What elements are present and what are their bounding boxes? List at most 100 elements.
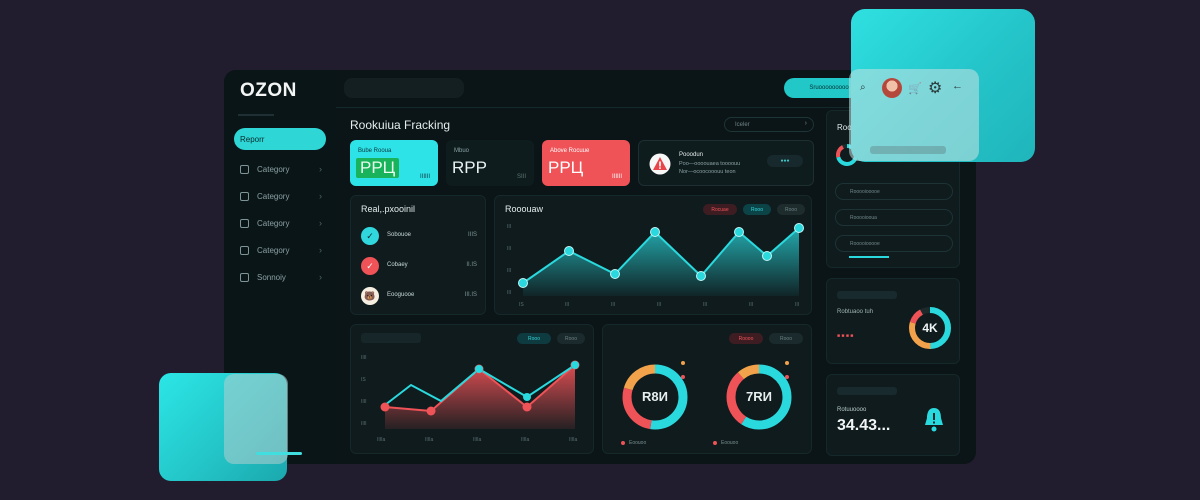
data-point: [762, 251, 772, 261]
bell-alert-icon[interactable]: [921, 405, 947, 435]
chevron-right-icon: ›: [804, 120, 807, 127]
kpi-value: RPP: [452, 158, 487, 177]
card-title: Rooouaw: [505, 204, 544, 214]
logo-divider: [238, 114, 274, 116]
card-title: Real,.pxooinil: [361, 204, 416, 214]
donut-left-legend: Eoouoo: [629, 440, 647, 446]
header-divider: [336, 107, 976, 108]
chevron-right-icon: ›: [319, 191, 322, 201]
area-chart: III III III III IS III III III III III III: [507, 223, 804, 308]
metric-4k-panel: Robtuaoo tuh 4K ■ ■ ■ ■: [826, 278, 960, 364]
alert-metric-value: 34.43...: [837, 417, 891, 434]
chip-filter[interactable]: Rooo: [777, 204, 805, 215]
list-item[interactable]: 🐻 Eooguooe III.IS: [361, 286, 477, 306]
y-tick-label: IIII: [361, 399, 367, 405]
data-point: [426, 406, 436, 416]
kpi-label: Above Rocuue: [550, 148, 590, 154]
notification-icon[interactable]: ⌕: [860, 82, 866, 93]
row-name: Cobaey: [387, 262, 408, 268]
sidebar-item-category-2[interactable]: Category ›: [234, 185, 326, 207]
glass-panel-decor: [224, 374, 288, 464]
sidebar-item-label: Category: [257, 245, 290, 255]
x-tick-label: IS: [519, 302, 524, 308]
y-tick-label: III: [507, 290, 511, 296]
row-name: Sobouoe: [387, 232, 412, 238]
sidebar-item-category-4[interactable]: Category ›: [234, 239, 326, 261]
row-name: Eooguooe: [387, 292, 415, 298]
data-point: [380, 402, 390, 412]
kpi-label: Mbuo: [454, 148, 470, 154]
series-line: [522, 227, 800, 284]
warning-icon: [649, 153, 671, 175]
avatar[interactable]: [882, 78, 902, 98]
x-tick-label: IIIIa: [473, 437, 482, 443]
row-value: IIIS: [467, 232, 477, 238]
alert-kpi-card[interactable]: Pooodun Poo—oooouaea toooouu Nor—ocoocoo…: [638, 140, 814, 186]
kpi-sub: IIIIII: [419, 174, 430, 180]
y-tick-label: IIII: [361, 421, 367, 427]
panel-title-placeholder: [837, 387, 897, 395]
glass-panel-decor: [849, 69, 979, 161]
sidebar-item-summary[interactable]: Sonnoiy ›: [234, 266, 326, 288]
kpi-card-1[interactable]: Bube Rooua PPЦ IIIIII: [350, 140, 438, 186]
donut-left: [622, 364, 688, 430]
donut-left-center: R8И: [642, 389, 668, 404]
chip-filter[interactable]: Rooo: [743, 204, 771, 215]
sidebar-item-category-1[interactable]: Category ›: [234, 158, 326, 180]
kpi-value: PPЦ: [356, 158, 400, 178]
alert-action-button[interactable]: ●●●: [767, 155, 803, 167]
legend-dot: [785, 361, 789, 365]
list-item[interactable]: Rooooiooua: [835, 209, 953, 226]
gear-icon[interactable]: ⚙: [928, 80, 943, 97]
sidebar-item-label: Sonnoiy: [257, 272, 286, 282]
kpi-card-2[interactable]: Mbuo RPP SIII: [446, 140, 534, 186]
chip-filter[interactable]: Rooo: [769, 333, 803, 344]
legend-dot: [785, 375, 789, 379]
x-tick-label: IIIIa: [425, 437, 434, 443]
list-item[interactable]: Rooooiooooe: [835, 183, 953, 200]
alert-metric-label: Rotuuoooo: [837, 407, 867, 413]
x-tick-label: III: [565, 302, 569, 308]
x-tick-label: III: [703, 302, 707, 308]
chip-filter[interactable]: Rocuae: [703, 204, 737, 215]
kpi-sub: SIII: [516, 174, 526, 180]
period-select[interactable]: Iceler ›: [724, 117, 814, 132]
search-input[interactable]: [344, 78, 464, 98]
alert-line-2: Nor—ocoocooouu teon: [679, 169, 736, 175]
real-points-card: Real,.pxooinil ✓ Sobouoe IIIS ✓ Cobaey I…: [350, 195, 486, 315]
main-content: Sruooooooooo Rookuiua Fracking Iceler › …: [336, 70, 976, 464]
card-title-placeholder: [361, 333, 421, 343]
x-tick-label: IIIIa: [569, 437, 578, 443]
legend-dot: [681, 361, 685, 365]
series-line: [384, 364, 576, 406]
kpi-label: Bube Rooua: [358, 148, 392, 154]
chip-filter[interactable]: Rooo: [557, 333, 585, 344]
legend-dot: [681, 375, 685, 379]
data-point: [734, 227, 744, 237]
category-icon: [240, 164, 249, 174]
data-point: [650, 227, 660, 237]
category-icon: [240, 245, 249, 255]
x-tick-label: IIIIa: [377, 437, 386, 443]
cart-icon[interactable]: 🛒: [908, 83, 922, 95]
list-item[interactable]: ✓ Cobaey II.IS: [361, 256, 477, 276]
row-value: III.IS: [464, 292, 477, 298]
sidebar-item-category-3[interactable]: Category ›: [234, 212, 326, 234]
chip-filter[interactable]: Roooo: [729, 333, 763, 344]
sidebar-item-report[interactable]: Reporr: [234, 128, 326, 150]
donut-chart-card: Roooo Rooo: [602, 324, 812, 454]
check-icon: ✓: [361, 227, 379, 245]
summary-icon: [240, 272, 249, 282]
category-icon: [240, 218, 249, 228]
kpi-card-3[interactable]: Above Rocuue PPЦ IIIIII: [542, 140, 630, 186]
alert-line-1: Poo—oooouaea toooouu: [679, 161, 741, 167]
list-item[interactable]: Rooooiooooe: [835, 235, 953, 252]
list-item[interactable]: ✓ Sobouoe IIIS: [361, 226, 477, 246]
line-chart-card: Rooo Rooo IIII IS IIII IIII IIIIa IIIIa IIIIa I…: [350, 324, 594, 454]
donut-right: [726, 364, 792, 430]
emoji-icon: 🐻: [361, 287, 379, 305]
arrow-left-icon[interactable]: ←: [952, 80, 963, 92]
chip-filter[interactable]: Rooo: [517, 333, 551, 344]
sidebar-item-label: Category: [257, 191, 290, 201]
mini-legend: ■ ■ ■ ■: [837, 333, 854, 339]
